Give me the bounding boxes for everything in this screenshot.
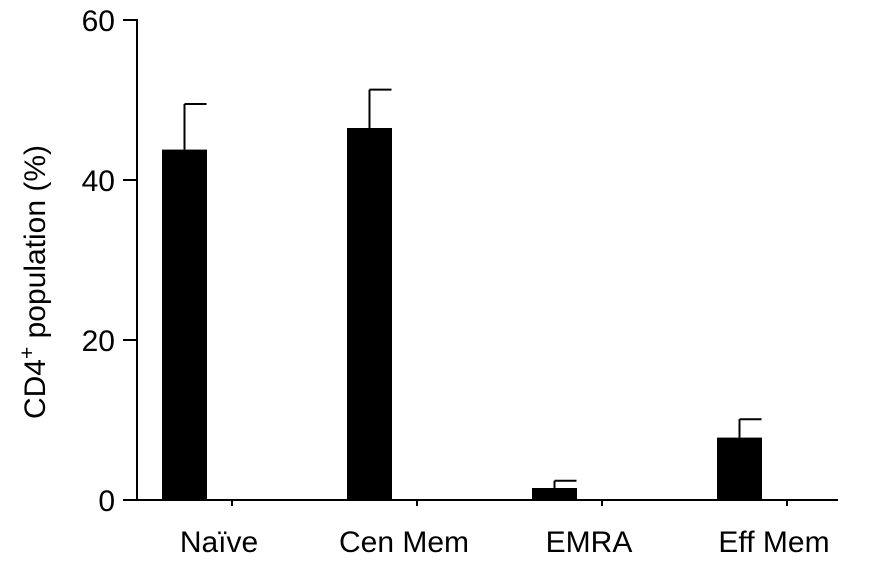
y-tick-label: 0 xyxy=(98,485,115,518)
x-tick-label: Naïve xyxy=(180,526,258,559)
y-tick-label: 40 xyxy=(82,165,115,198)
error-bars xyxy=(183,88,762,488)
bar xyxy=(162,149,207,500)
x-ticks xyxy=(231,500,788,506)
x-tick-label: EMRA xyxy=(546,526,633,559)
bar xyxy=(717,437,762,500)
x-tick-labels: Naïve Cen Mem EMRA Eff Mem xyxy=(180,526,830,559)
y-ticks xyxy=(123,19,137,501)
y-axis-title-suffix: population (%) xyxy=(19,145,52,347)
y-axis-title-main: CD4 xyxy=(19,359,52,419)
bar xyxy=(347,128,392,500)
x-tick-label: Cen Mem xyxy=(339,526,469,559)
x-tick-label: Eff Mem xyxy=(718,526,829,559)
y-tick-label: 60 xyxy=(82,5,115,38)
y-axis-title-superscript: + xyxy=(16,347,39,359)
y-tick-labels: 0 20 40 60 xyxy=(82,5,115,518)
y-axis-title: CD4+ population (%) xyxy=(16,145,53,419)
y-tick-label: 20 xyxy=(82,325,115,358)
bar xyxy=(532,488,577,500)
bars xyxy=(162,128,762,500)
